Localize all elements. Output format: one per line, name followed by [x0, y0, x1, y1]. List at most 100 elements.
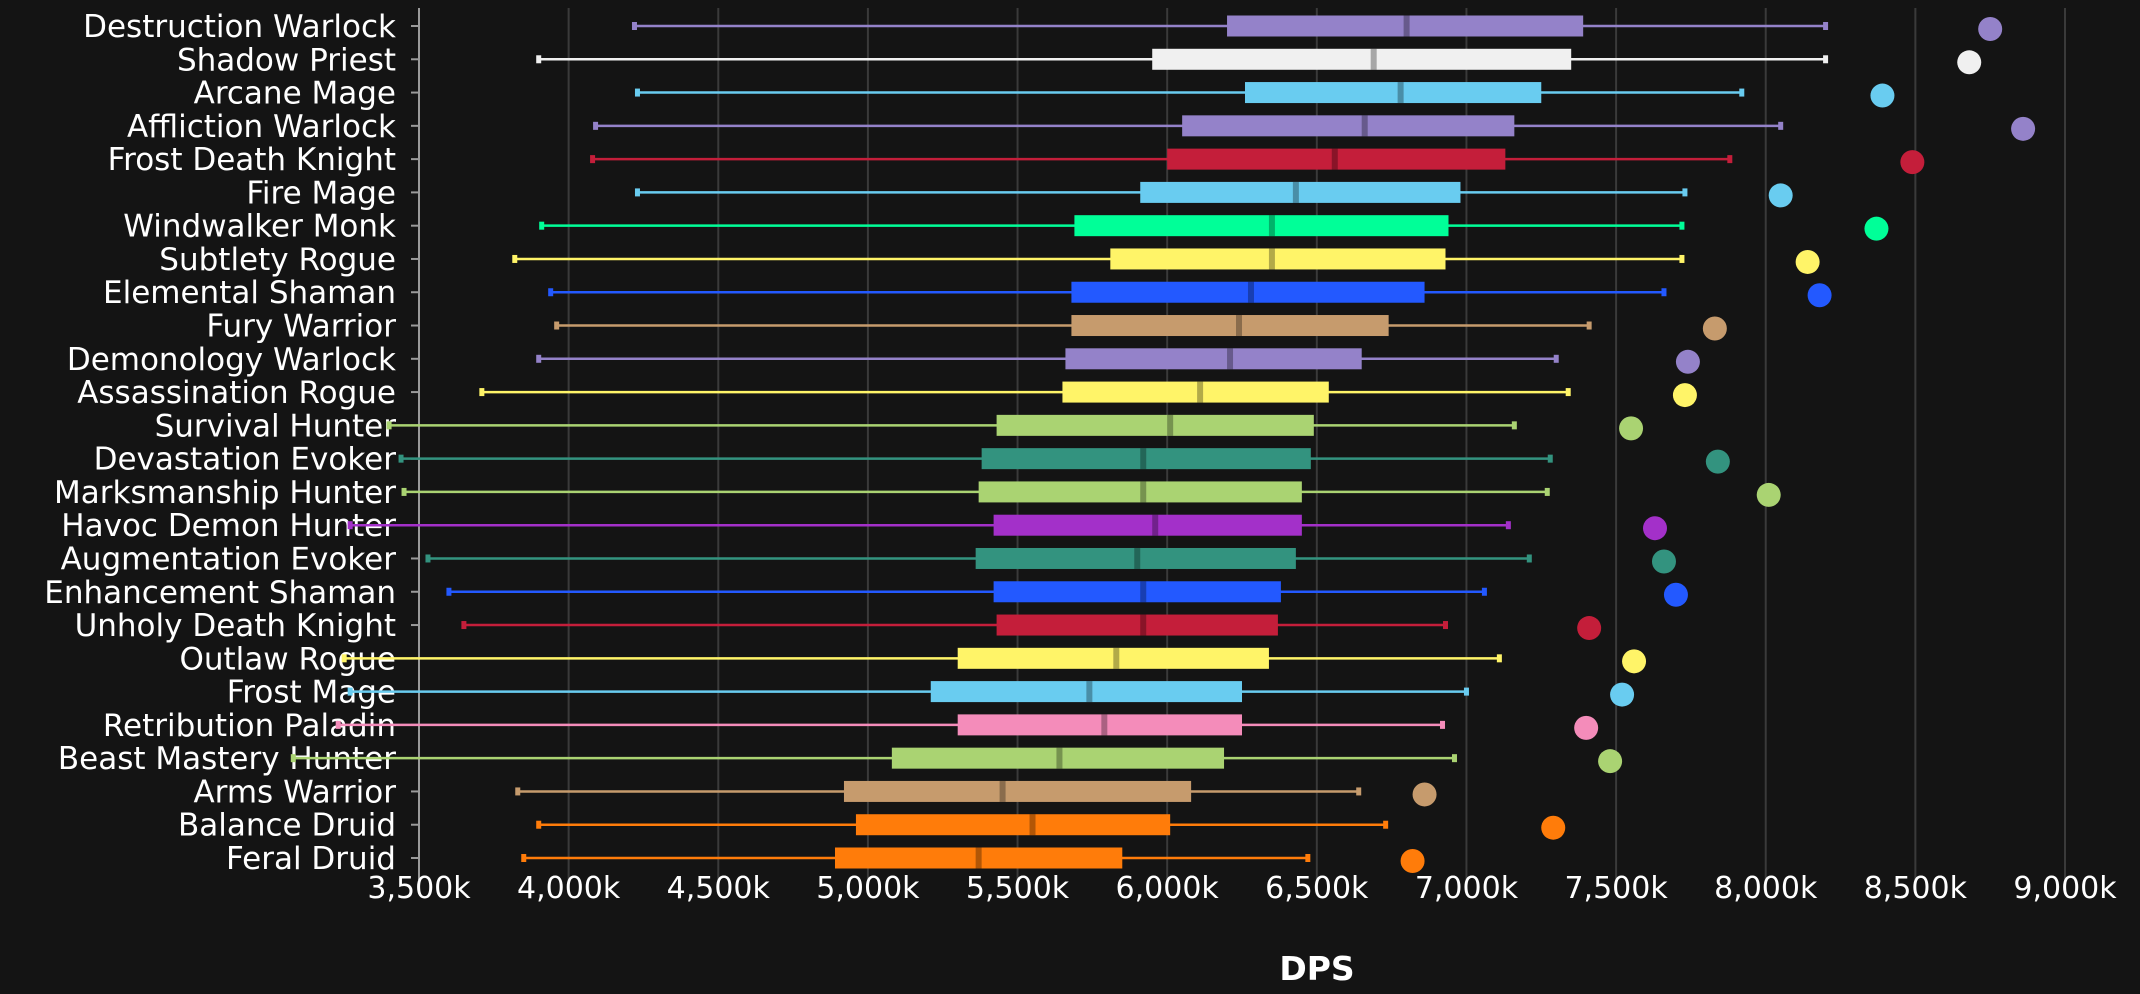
whisker-min-cap — [479, 388, 485, 397]
whisker-min-cap — [634, 88, 640, 97]
median-mark — [1140, 581, 1147, 603]
max-point — [1795, 249, 1820, 274]
iqr-box — [1110, 248, 1446, 270]
median-mark — [1292, 181, 1299, 203]
iqr-box — [993, 514, 1302, 536]
series-row — [634, 181, 1793, 208]
whisker-max-cap — [1727, 155, 1733, 164]
whisker-min-cap — [536, 55, 542, 64]
y-tick-label: Subtlety Rogue — [159, 242, 396, 278]
whisker-min-cap — [290, 754, 296, 763]
max-point — [1672, 383, 1697, 408]
series-row — [536, 814, 1566, 840]
x-tick-label: 8,500k — [1864, 871, 1968, 906]
whisker-min-cap — [446, 587, 452, 596]
max-point — [1900, 150, 1925, 175]
max-point — [1574, 715, 1599, 740]
max-point — [1978, 17, 2003, 41]
y-tick-label: Augmentation Evoker — [61, 541, 397, 577]
whisker-max-cap — [1526, 554, 1532, 563]
whisker-max-cap — [1463, 687, 1469, 696]
grid-lines — [567, 8, 2066, 880]
series-row — [634, 82, 1895, 108]
iqr-box — [996, 414, 1314, 436]
y-tick-label: Feral Druid — [226, 841, 396, 877]
iqr-box — [1071, 281, 1425, 303]
series-row — [386, 414, 1644, 441]
iqr-box — [978, 481, 1302, 503]
whisker-min-cap — [512, 254, 518, 263]
x-tick-label: 5,000k — [816, 871, 920, 906]
whisker-max-cap — [1823, 55, 1829, 64]
series-row — [539, 215, 1889, 241]
series-row — [341, 647, 1647, 674]
median-mark — [1140, 614, 1147, 636]
iqr-box — [1074, 215, 1449, 237]
whisker-min-cap — [536, 354, 542, 363]
iqr-box — [1065, 348, 1362, 370]
median-mark — [1056, 747, 1063, 769]
series-row — [446, 581, 1688, 607]
max-point — [1675, 349, 1700, 374]
iqr-box — [834, 847, 1123, 869]
median-mark — [1134, 547, 1141, 569]
whisker-max-cap — [1481, 587, 1487, 596]
whisker-min-cap — [631, 22, 637, 30]
median-mark — [1403, 15, 1410, 37]
y-tick-label: Arms Warrior — [193, 774, 396, 810]
x-tick-label: 4,500k — [667, 871, 771, 906]
whisker-min-cap — [347, 687, 353, 696]
median-mark — [1370, 48, 1377, 70]
series-row — [631, 15, 2003, 41]
whisker-max-cap — [1511, 421, 1517, 430]
iqr-box — [957, 714, 1242, 736]
whisker-max-cap — [1553, 354, 1559, 363]
whisker-max-cap — [1682, 188, 1688, 197]
median-mark — [1268, 248, 1275, 270]
series-row — [461, 614, 1602, 641]
iqr-box — [1140, 181, 1461, 203]
median-mark — [1247, 281, 1254, 303]
x-tick-label: 5,500k — [966, 871, 1070, 906]
x-tick-label: 6,500k — [1265, 871, 1369, 906]
whisker-min-cap — [347, 521, 353, 530]
whisker-min-cap — [593, 121, 599, 130]
whisker-max-cap — [1383, 820, 1389, 829]
max-point — [2011, 116, 2036, 141]
y-tick-label: Fire Mage — [246, 175, 396, 211]
y-tick-label: Unholy Death Knight — [75, 608, 396, 644]
y-tick-label: Marksmanship Hunter — [54, 475, 396, 511]
max-point — [1622, 649, 1647, 674]
median-mark — [1167, 414, 1174, 436]
whisker-max-cap — [1451, 754, 1457, 763]
whisker-min-cap — [386, 421, 392, 430]
whisker-min-cap — [425, 554, 431, 563]
x-tick-label: 6,000k — [1116, 871, 1220, 906]
y-tick-label: Enhancement Shaman — [44, 575, 396, 611]
median-mark — [999, 780, 1006, 802]
whisker-min-cap — [536, 820, 542, 829]
y-tick-label: Havoc Demon Hunter — [61, 508, 396, 544]
max-point — [1663, 582, 1688, 607]
y-tick-label: Balance Druid — [178, 808, 396, 844]
iqr-box — [843, 780, 1192, 802]
whisker-max-cap — [1496, 654, 1502, 663]
series-row — [593, 115, 2036, 141]
series-row — [398, 448, 1730, 474]
x-axis-title: DPS — [1279, 949, 1354, 988]
y-tick-label: Shadow Priest — [177, 42, 396, 78]
series-row — [536, 48, 1982, 75]
whisker-max-cap — [1679, 221, 1685, 230]
x-tick-label: 7,500k — [1564, 871, 1668, 906]
series-row — [554, 315, 1727, 341]
whisker-min-cap — [554, 321, 560, 330]
iqr-box — [1244, 82, 1542, 104]
median-mark — [1227, 348, 1234, 370]
y-tick-label: Demonology Warlock — [67, 342, 396, 378]
whisker-max-cap — [1356, 787, 1362, 796]
x-axis-ticks: 3,500k 4,000k 4,500k 5,000k 5,500k 6,000k 6,50… — [367, 871, 2117, 906]
max-point — [1412, 782, 1437, 807]
x-tick-label: 3,500k — [367, 871, 471, 906]
whisker-max-cap — [1544, 487, 1550, 496]
series-row — [536, 348, 1700, 374]
